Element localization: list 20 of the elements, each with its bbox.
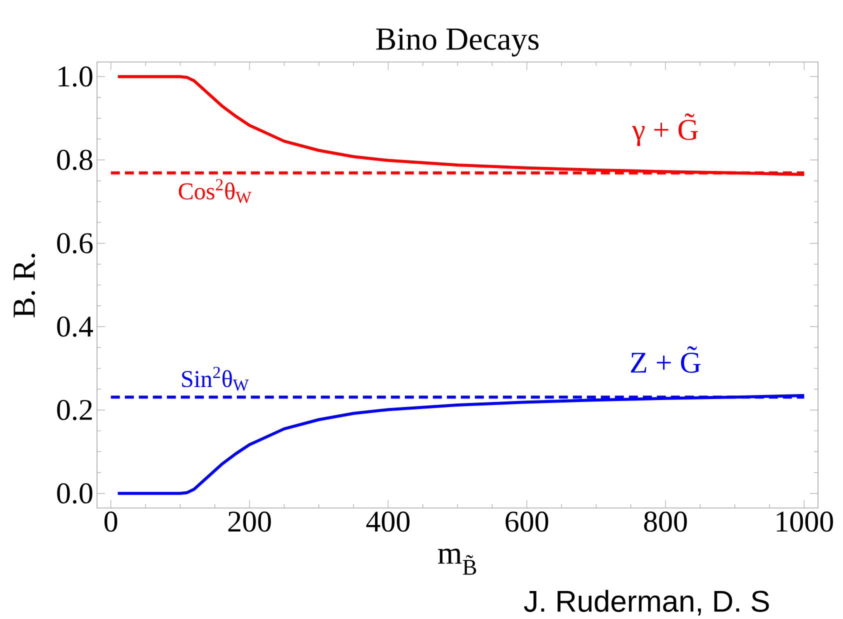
x-tick-label: 0 <box>104 512 118 532</box>
y-tick-label: 0.6 <box>57 233 93 254</box>
y-tick-label: 0.8 <box>57 150 92 170</box>
y-tick-label: 0.4 <box>57 316 94 337</box>
x-tick-label: 600 <box>506 512 548 532</box>
text: J. Ruderman, D. S <box>524 590 769 616</box>
y-tick-label: 0.0 <box>57 483 92 504</box>
ref-line-label: Sin$^{2}$θ$_{W}$ <box>182 366 249 391</box>
y-tick-label: 0.2 <box>57 400 92 420</box>
chart-title: Bino Decays <box>376 28 539 56</box>
x-axis-title: m$_{B̃}$ <box>438 548 476 575</box>
y-tick-label: 1.0 <box>58 66 92 87</box>
x-tick-label: 200 <box>228 512 271 532</box>
x-tick-label: 400 <box>366 512 410 532</box>
x-tick-label: 800 <box>644 512 687 532</box>
series-label: γ + G̃ <box>632 113 698 146</box>
ref-line-label: Cos$^{2}$θ$_{W}$ <box>178 179 252 204</box>
x-tick-label: 1000 <box>776 512 834 532</box>
y-axis-title: B. R. <box>14 254 36 318</box>
series-label: Z + G̃ <box>630 346 700 373</box>
